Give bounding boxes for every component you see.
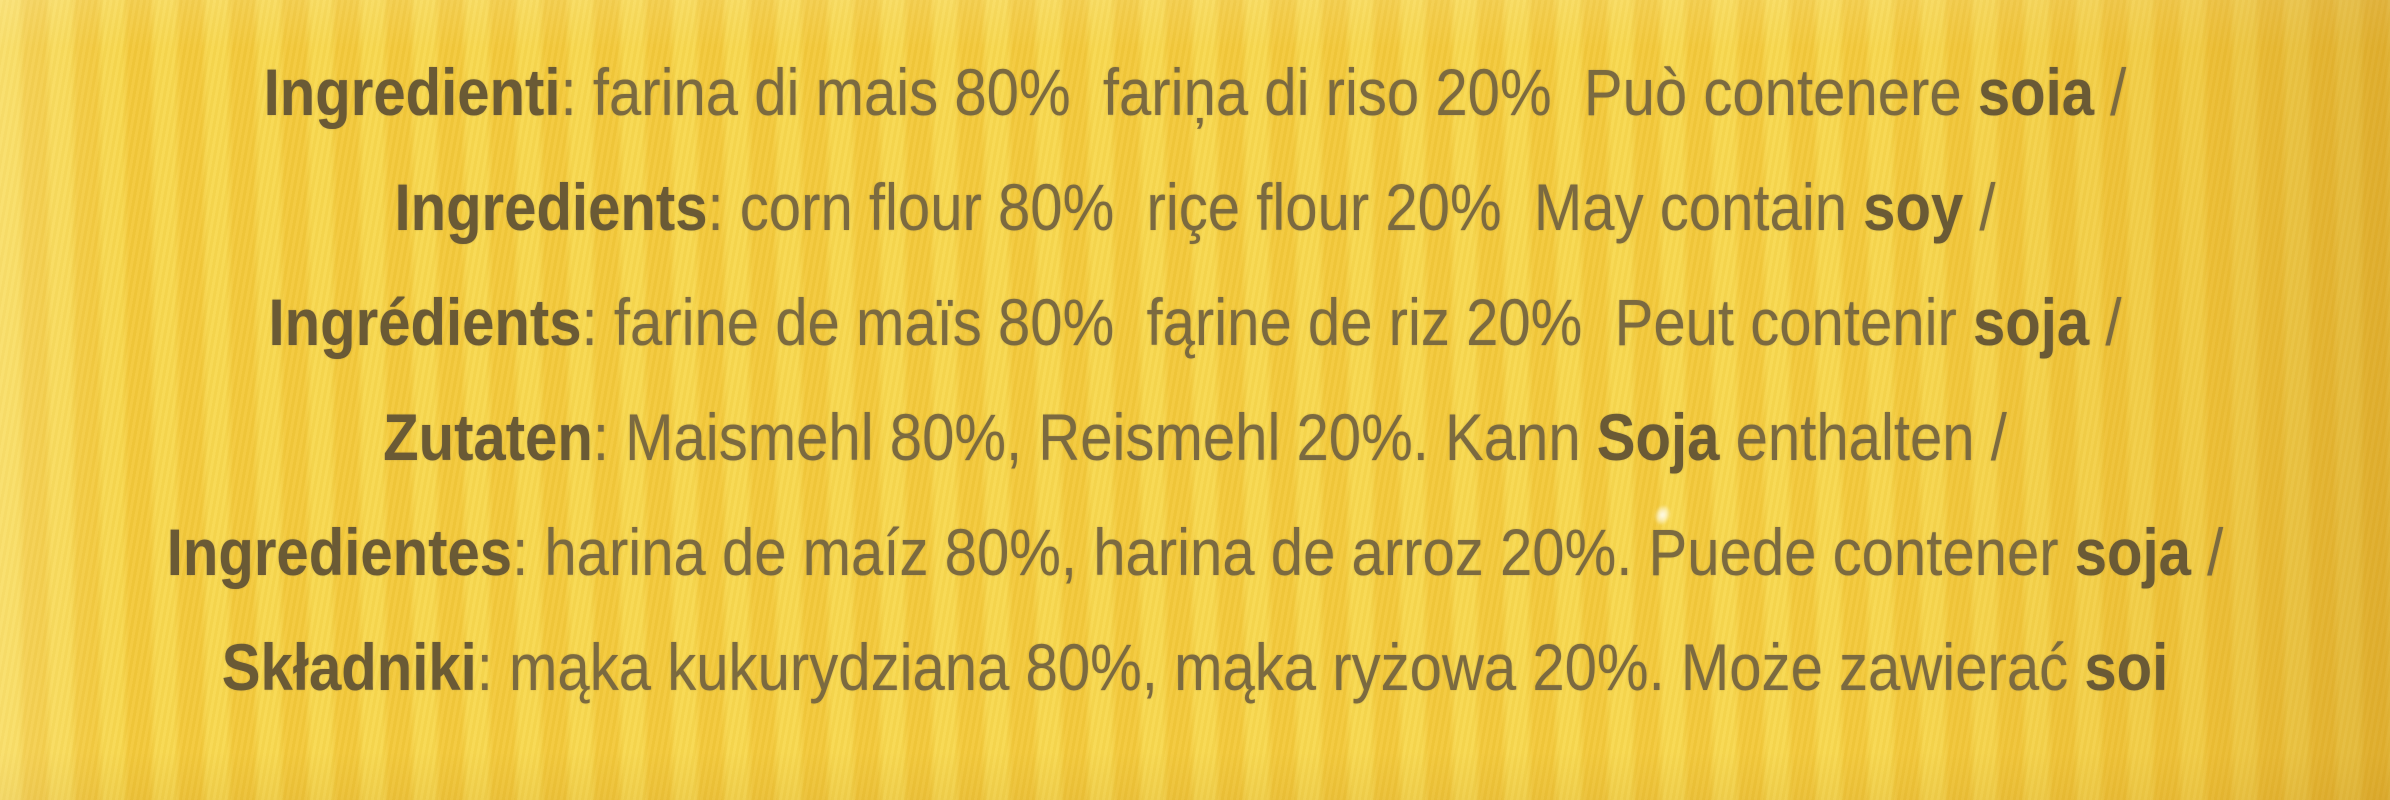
allergen-word-french: soja [1972, 285, 2090, 359]
language-heading-spanish: Ingredientes [166, 515, 513, 589]
allergen-word-italian: soia [1977, 55, 2095, 129]
allergen-word-english: soy [1863, 170, 1964, 244]
ingredients-line-german: Zutaten: Maismehl 80%, Reismehl 20%. Kan… [143, 380, 2246, 495]
ingredients-line-spanish: Ingredientes: harina de maíz 80%, harina… [143, 495, 2246, 610]
ingredients-line-english: Ingredients: corn flour 80% riçe flour 2… [143, 150, 2246, 265]
line-tail-german: enthalten / [1719, 400, 2007, 474]
language-heading-polish: Składniki [221, 630, 477, 704]
language-heading-english: Ingredients [394, 170, 708, 244]
ingredients-body-italian: : farina di mais 80% fariņa di riso 20% … [560, 55, 1978, 129]
allergen-word-spanish: soja [2074, 515, 2191, 589]
language-heading-french: Ingrédients [268, 285, 582, 359]
allergen-word-german: Soja [1596, 400, 1720, 474]
line-tail-english: / [1963, 170, 1996, 244]
ingredients-body-polish: : mąka kukurydziana 80%, mąka ryżowa 20%… [476, 630, 2085, 704]
line-tail-spanish: / [2190, 515, 2224, 589]
line-tail-french: / [2089, 285, 2122, 359]
allergen-word-polish: soi [2084, 630, 2169, 704]
ingredients-text-block: Ingredienti: farina di mais 80% fariņa d… [143, 35, 2246, 725]
language-heading-italian: Ingredienti [263, 55, 561, 129]
ingredients-body-spanish: : harina de maíz 80%, harina de arroz 20… [512, 515, 2075, 589]
ingredients-line-polish: Składniki: mąka kukurydziana 80%, mąka r… [143, 610, 2246, 725]
language-heading-german: Zutaten [383, 400, 593, 474]
ingredients-line-french: Ingrédients: farine de maïs 80% fąrine d… [143, 265, 2246, 380]
ingredients-line-italian: Ingredienti: farina di mais 80% fariņa d… [143, 35, 2246, 150]
line-tail-italian: / [2094, 55, 2127, 129]
ingredients-body-german: : Maismehl 80%, Reismehl 20%. Kann [592, 400, 1597, 474]
ingredients-body-english: : corn flour 80% riçe flour 20% May cont… [707, 170, 1864, 244]
ingredients-body-french: : farine de maïs 80% fąrine de riz 20% P… [581, 285, 1973, 359]
